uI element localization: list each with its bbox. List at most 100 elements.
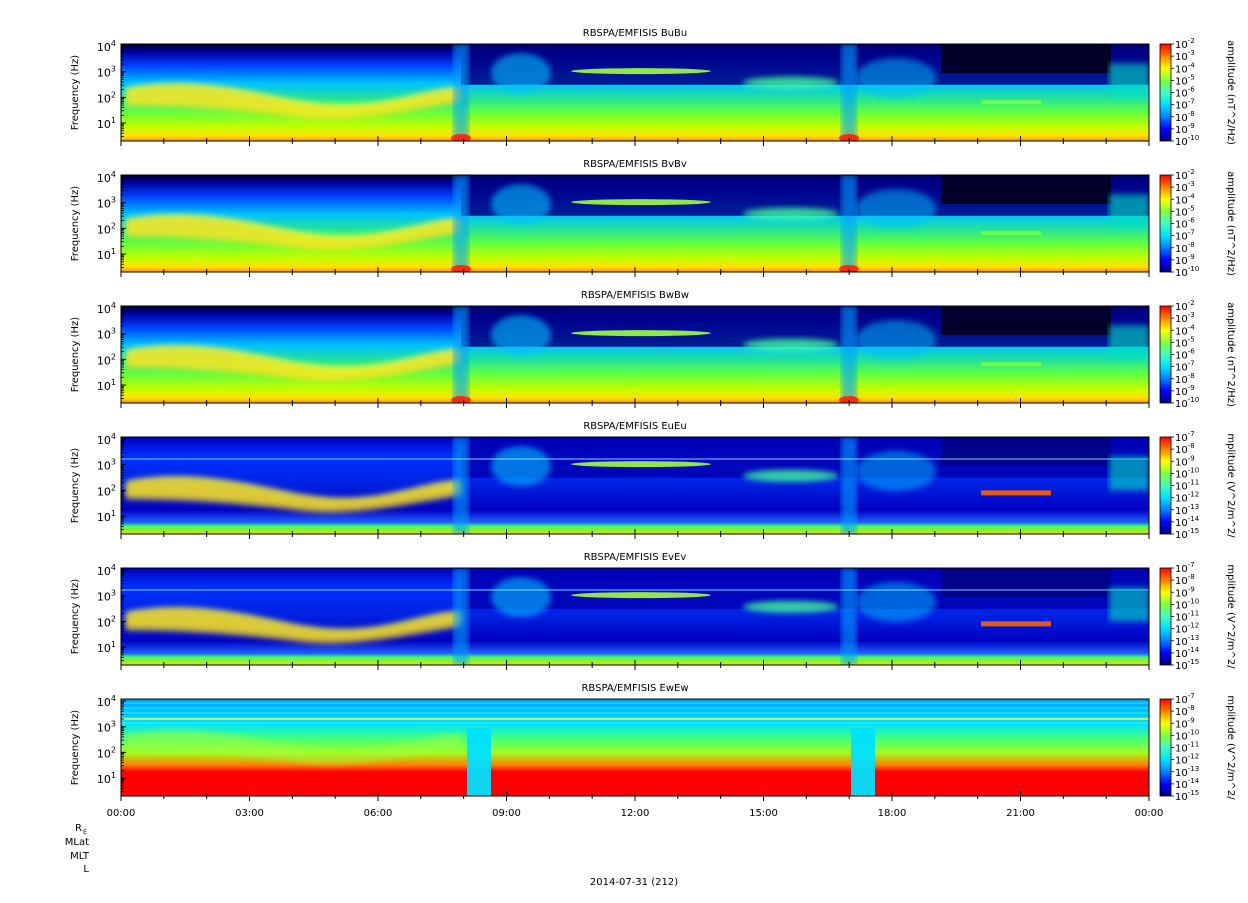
y-axis-label: Frequency (Hz) (70, 186, 81, 262)
y-axis-label: Frequency (Hz) (70, 317, 81, 393)
colorbar-tick-label: 10-14 (1175, 777, 1200, 791)
colorbar-tick-label: 10-8 (1175, 442, 1195, 456)
colorbar: 10-710-810-910-1010-1110-1210-1310-1410-… (1159, 692, 1236, 803)
colorbar-tick-label: 10-9 (1175, 454, 1195, 468)
y-tick-label: 104 (97, 301, 116, 316)
colorbar-tick-label: 10-8 (1175, 241, 1195, 255)
panel-1: RBSPA/EMFISIS BuBu 101 102 103 104 Frequency … (70, 28, 1236, 148)
spectrogram-image (121, 568, 1149, 665)
colorbar-tick-label: 10-3 (1175, 49, 1195, 63)
colorbar-tick-label: 10-9 (1175, 122, 1195, 136)
y-tick-label: 102 (97, 221, 116, 236)
x-tick-label: 06:00 (364, 808, 393, 819)
y-tick-label: 104 (97, 563, 116, 578)
y-tick-label: 101 (97, 116, 116, 131)
colorbar-label: amplitude (nT^2/Hz) (1225, 40, 1236, 145)
colorbar-label: mplitude (V^2/m^2/ (1225, 695, 1236, 800)
panel-title: RBSPA/EMFISIS BuBu (583, 28, 687, 39)
panel-title: RBSPA/EMFISIS BwBw (581, 290, 689, 301)
colorbar-tick-label: 10-11 (1175, 741, 1199, 755)
y-tick-label: 103 (97, 458, 116, 473)
colorbar-tick-label: 10-4 (1175, 323, 1195, 337)
colorbar-tick-label: 10-10 (1175, 396, 1199, 410)
y-axis-label: Frequency (Hz) (70, 55, 81, 131)
y-tick-label: 104 (97, 432, 116, 447)
colorbar-label: mplitude (V^2/m^2/ (1225, 564, 1236, 669)
y-tick-label: 104 (97, 170, 116, 185)
ephemeris-label-re-sub: E (83, 829, 87, 836)
chorus-band (126, 479, 461, 514)
colorbar: 10-710-810-910-1010-1110-1210-1310-1410-… (1159, 430, 1236, 541)
colorbar: 10-710-810-910-1010-1110-1210-1310-1410-… (1159, 561, 1236, 672)
colorbar-tick-label: 10-6 (1175, 217, 1195, 231)
y-tick-label: 103 (97, 327, 116, 342)
panel-title: RBSPA/EMFISIS EwEw (581, 683, 688, 694)
date-label: 2014-07-31 (212) (590, 877, 678, 888)
colorbar-tick-label: 10-4 (1175, 61, 1195, 75)
colorbar-tick-label: 10-3 (1175, 180, 1195, 194)
x-tick-label: 15:00 (749, 808, 778, 819)
chorus-band (126, 86, 461, 121)
ephemeris-label-re: R (75, 823, 82, 834)
colorbar-tick-label: 10-4 (1175, 192, 1195, 206)
colorbar-tick-label: 10-5 (1175, 204, 1195, 218)
colorbar-tick-label: 10-8 (1175, 110, 1195, 124)
colorbar-tick-label: 10-10 (1175, 265, 1199, 279)
colorbar-tick-label: 10-7 (1175, 430, 1195, 444)
spectrogram-image (121, 175, 1149, 272)
colorbar-tick-label: 10-10 (1175, 134, 1199, 148)
x-tick-label: 12:00 (621, 808, 650, 819)
y-tick-label: 103 (97, 589, 116, 604)
colorbar-tick-label: 10-8 (1175, 372, 1195, 386)
spectrogram-image (121, 306, 1149, 403)
panel-title: RBSPA/EMFISIS BvBv (583, 159, 687, 170)
colorbar-tick-label: 10-2 (1175, 37, 1195, 51)
colorbar: 10-210-310-410-510-610-710-810-910-10 amp… (1159, 168, 1236, 279)
colorbar-tick-label: 10-10 (1175, 466, 1199, 480)
panel-2: RBSPA/EMFISIS BvBv 101 102 103 104 Frequency … (70, 159, 1236, 279)
colorbar-tick-label: 10-15 (1175, 527, 1199, 541)
colorbar-tick-label: 10-15 (1175, 789, 1199, 803)
panel-title: RBSPA/EMFISIS EuEu (583, 421, 686, 432)
chorus-band (126, 730, 461, 765)
colorbar-label: amplitude (nT^2/Hz) (1225, 171, 1236, 276)
colorbar-tick-label: 10-14 (1175, 515, 1200, 529)
colorbar-tick-label: 10-11 (1175, 479, 1199, 493)
ephemeris-label-l: L (83, 864, 89, 875)
ephemeris-label-mlat: MLat (65, 837, 89, 848)
panel-6: RBSPA/EMFISIS EwEw 101 102 103 104 Frequency … (70, 683, 1236, 803)
panel-5: RBSPA/EMFISIS EvEv 101 102 103 104 Frequency … (70, 552, 1236, 672)
colorbar-tick-label: 10-7 (1175, 561, 1195, 575)
chorus-band (126, 217, 461, 252)
y-tick-label: 104 (97, 694, 116, 709)
colorbar-tick-label: 10-7 (1175, 692, 1195, 706)
x-tick-label: 00:00 (1135, 808, 1164, 819)
colorbar-tick-label: 10-6 (1175, 348, 1195, 362)
panel-title: RBSPA/EMFISIS EvEv (584, 552, 687, 563)
colorbar-tick-label: 10-10 (1175, 597, 1199, 611)
colorbar-tick-label: 10-12 (1175, 622, 1199, 636)
y-tick-label: 104 (97, 39, 116, 54)
colorbar-tick-label: 10-2 (1175, 168, 1195, 182)
x-tick-label: 21:00 (1006, 808, 1035, 819)
y-axis-label: Frequency (Hz) (70, 579, 81, 655)
colorbar-tick-label: 10-13 (1175, 634, 1199, 648)
y-tick-label: 102 (97, 352, 116, 367)
colorbar-tick-label: 10-13 (1175, 503, 1199, 517)
y-tick-label: 102 (97, 745, 116, 760)
colorbar-label: mplitude (V^2/m^2/ (1225, 433, 1236, 538)
y-tick-label: 101 (97, 771, 116, 786)
colorbar-tick-label: 10-12 (1175, 753, 1199, 767)
colorbar-tick-label: 10-9 (1175, 253, 1195, 267)
chorus-band (126, 348, 461, 383)
chorus-band (126, 610, 461, 645)
spectrogram-image (121, 437, 1149, 534)
colorbar-tick-label: 10-8 (1175, 704, 1195, 718)
ephemeris-label-mlt: MLT (70, 851, 90, 862)
y-axis-label: Frequency (Hz) (70, 448, 81, 524)
colorbar-tick-label: 10-3 (1175, 311, 1195, 325)
colorbar-tick-label: 10-7 (1175, 360, 1195, 374)
colorbar-tick-label: 10-12 (1175, 491, 1199, 505)
